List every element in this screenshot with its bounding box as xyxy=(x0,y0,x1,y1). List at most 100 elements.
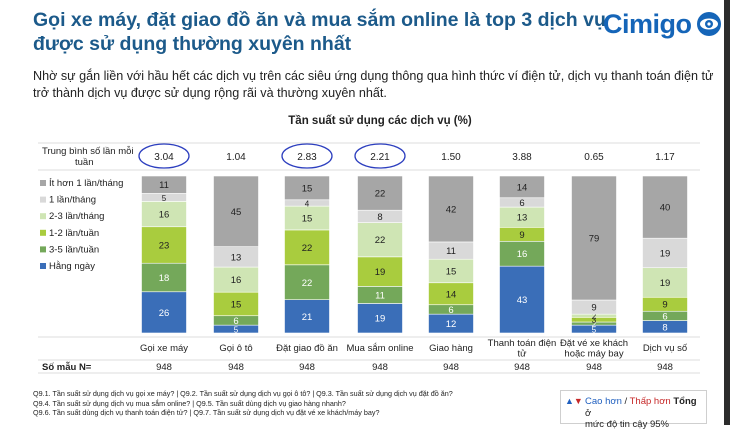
bar-value-label: 14 xyxy=(446,289,457,300)
bar-value-label: 19 xyxy=(660,278,671,289)
legend-swatch xyxy=(40,196,46,203)
legend-label: 1-2 lần/tuần xyxy=(49,228,99,239)
eye-logo-icon xyxy=(696,12,721,36)
bar-value-label: 15 xyxy=(302,183,313,194)
legend-label: Ít hơn 1 lần/tháng xyxy=(49,178,123,189)
bar-value-label: 3 xyxy=(592,316,597,325)
legend-label: Hằng ngày xyxy=(49,261,95,272)
bar-value-label: 45 xyxy=(231,207,242,218)
bar-value-label: 16 xyxy=(517,249,528,260)
bar-segment xyxy=(357,175,403,211)
bar-value-label: 8 xyxy=(377,212,382,223)
average-row-label-cont: tuần xyxy=(75,157,94,168)
bar-value-label: 12 xyxy=(446,319,457,330)
category-label: Dịch vụ số xyxy=(643,343,688,354)
bar-value-label: 9 xyxy=(591,303,596,314)
bar-segment xyxy=(499,175,545,199)
bar-segment xyxy=(141,175,187,194)
bar-value-label: 22 xyxy=(302,278,313,289)
bar-value-label: 15 xyxy=(446,266,457,277)
bar-value-label: 5 xyxy=(234,326,239,335)
logo-text: Cimigo xyxy=(603,8,692,39)
average-value: 1.17 xyxy=(655,152,675,163)
category-label: Gọi ô tô xyxy=(219,343,252,354)
sample-size-value: 948 xyxy=(156,362,172,373)
significance-arrows-icon: ▲▼ xyxy=(565,396,583,406)
bar-value-label: 21 xyxy=(302,312,313,323)
legend-swatch xyxy=(40,263,46,269)
bar-segment xyxy=(284,264,330,300)
sample-size-value: 948 xyxy=(514,362,530,373)
bar-segment xyxy=(141,201,187,228)
bar-value-label: 19 xyxy=(375,314,386,325)
average-highlight-circle xyxy=(138,143,190,169)
bar-value-label: 6 xyxy=(662,311,667,322)
chart-title: Tần suất sử dụng các dịch vụ (%) xyxy=(288,115,472,127)
bar-value-label: 6 xyxy=(519,198,524,209)
average-value: 3.88 xyxy=(512,152,532,163)
category-label: Thanh toán điện tử xyxy=(488,338,557,360)
bar-value-label: 22 xyxy=(375,189,386,200)
bar-value-label: 13 xyxy=(231,252,242,263)
significance-text: Cao hơn / Thấp hơn Tổng ở mức độ tin cậy… xyxy=(585,396,705,431)
bar-segment xyxy=(499,240,545,267)
footnotes: Q9.1. Tần suất sử dụng dịch vụ gọi xe má… xyxy=(33,389,553,418)
average-value: 3.04 xyxy=(154,152,174,163)
footnote-2: Q9.4. Tần suất sử dụng dịch vụ mua sắm o… xyxy=(33,398,346,408)
sample-size-value: 948 xyxy=(228,362,244,373)
average-highlight-circle xyxy=(281,143,333,169)
bar-value-label: 40 xyxy=(660,203,671,214)
bar-value-label: 11 xyxy=(375,290,385,301)
bar-segment xyxy=(284,299,330,334)
sample-size-value: 948 xyxy=(586,362,602,373)
sig-lower: Thấp hơn xyxy=(629,396,671,407)
bar-segment xyxy=(357,222,403,258)
bar-value-label: 5 xyxy=(162,194,167,203)
legend-label: 1 lần/tháng xyxy=(49,195,96,206)
bar-value-label: 43 xyxy=(517,295,528,306)
bar-value-label: 15 xyxy=(231,299,242,310)
average-value: 1.50 xyxy=(441,152,461,163)
window-edge xyxy=(724,0,730,425)
average-value: 0.65 xyxy=(584,152,604,163)
legend-swatch xyxy=(40,246,46,253)
bar-value-label: 22 xyxy=(375,235,386,246)
cimigo-logo: Cimigo xyxy=(603,8,723,40)
title-line-1: Gọi xe máy, đặt giao đồ ăn và mua sắm on… xyxy=(33,9,606,31)
bar-value-label: 5 xyxy=(592,326,597,335)
bar-value-label: 9 xyxy=(662,300,667,311)
bar-value-label: 19 xyxy=(660,248,671,259)
category-label: Mua sắm online xyxy=(346,343,413,354)
sample-size-label: Số mẫu N= xyxy=(42,362,92,373)
bar-segment xyxy=(642,237,688,269)
sig-suffix: ở xyxy=(585,407,592,419)
sample-sizes: 948 948 948 948 948 948 948 948 xyxy=(156,362,673,373)
category-label: Đặt vé xe khách hoặc máy bay xyxy=(560,338,628,360)
bar-value-label: 16 xyxy=(231,275,242,286)
category-label: Đặt giao đồ ăn xyxy=(276,343,338,354)
bar-value-label: 79 xyxy=(589,234,600,245)
bar-value-label: 6 xyxy=(448,305,453,316)
sample-size-value: 948 xyxy=(372,362,388,373)
category-label: Giao hàng xyxy=(429,343,473,354)
bar-segment xyxy=(571,175,617,301)
footnote-3: Q9.6. Tần suất dùng dịch vụ thanh toán đ… xyxy=(33,408,380,418)
sig-separator: / xyxy=(621,396,630,407)
bar-segment xyxy=(284,229,330,266)
category-label: Gọi xe máy xyxy=(140,343,188,354)
bar-segment xyxy=(357,303,403,334)
sample-size-value: 948 xyxy=(657,362,673,373)
bar-value-label: 15 xyxy=(302,214,313,225)
legend: Ít hơn 1 lần/tháng 1 lần/tháng 2-3 lần/thá… xyxy=(40,178,123,272)
bar-value-label: 2 xyxy=(592,312,597,321)
footnote-1: Q9.1. Tần suất sử dụng dịch vụ gọi xe má… xyxy=(33,389,453,398)
bar-segment xyxy=(284,175,330,201)
bar-value-label: 42 xyxy=(446,204,457,215)
bar-segment xyxy=(642,175,688,239)
category-labels: Gọi xe máy Gọi ô tô Đặt giao đồ ăn Mua sắm … xyxy=(140,338,688,360)
sig-total: Tổng xyxy=(673,396,697,407)
bar-value-label: 8 xyxy=(662,322,667,333)
bar-segment xyxy=(141,291,187,334)
bar-segment xyxy=(357,256,403,287)
bar-segment xyxy=(428,175,474,243)
